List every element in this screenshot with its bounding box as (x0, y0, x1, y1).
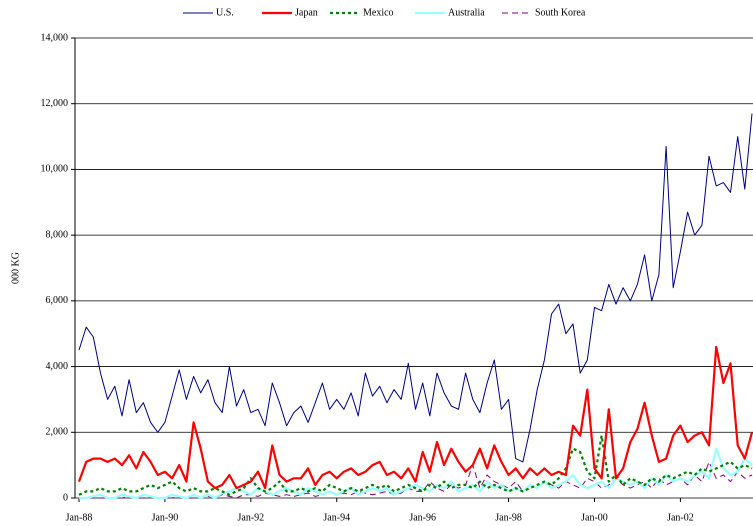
x-tick-label: Jan-98 (495, 512, 522, 523)
x-tick-label: Jan-88 (66, 512, 93, 523)
y-tick-label: 14,000 (41, 32, 69, 43)
y-tick-label: 6,000 (46, 295, 69, 306)
y-tick-label: 0 (63, 492, 68, 503)
series-line (77, 345, 753, 490)
legend-label: U.S. (216, 7, 234, 18)
y-tick-label: 10,000 (41, 164, 69, 175)
legend-label: South Korea (535, 7, 586, 18)
y-axis-label: 000 KG (10, 252, 21, 284)
legend-label: Mexico (363, 7, 394, 18)
series-line (79, 447, 753, 500)
y-tick-label: 2,000 (46, 427, 69, 438)
x-tick-label: Jan-02 (667, 512, 694, 523)
legend-label: Japan (295, 7, 318, 18)
y-tick-label: 8,000 (46, 229, 69, 240)
x-tick-label: Jan-96 (409, 512, 436, 523)
x-tick-label: Jan-92 (237, 512, 264, 523)
y-tick-label: 4,000 (46, 361, 69, 372)
legend-label: Australia (448, 7, 485, 18)
x-tick-label: Jan-94 (323, 512, 350, 523)
y-tick-label: 12,000 (41, 98, 69, 109)
series-line (78, 113, 753, 463)
x-tick-label: Jan-90 (152, 512, 179, 523)
series-line (78, 434, 753, 496)
x-tick-label: Jan-00 (581, 512, 608, 523)
